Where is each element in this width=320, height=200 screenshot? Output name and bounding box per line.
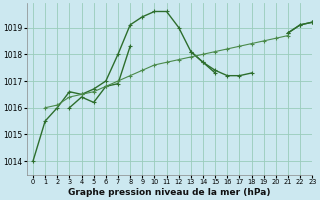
X-axis label: Graphe pression niveau de la mer (hPa): Graphe pression niveau de la mer (hPa) — [68, 188, 271, 197]
